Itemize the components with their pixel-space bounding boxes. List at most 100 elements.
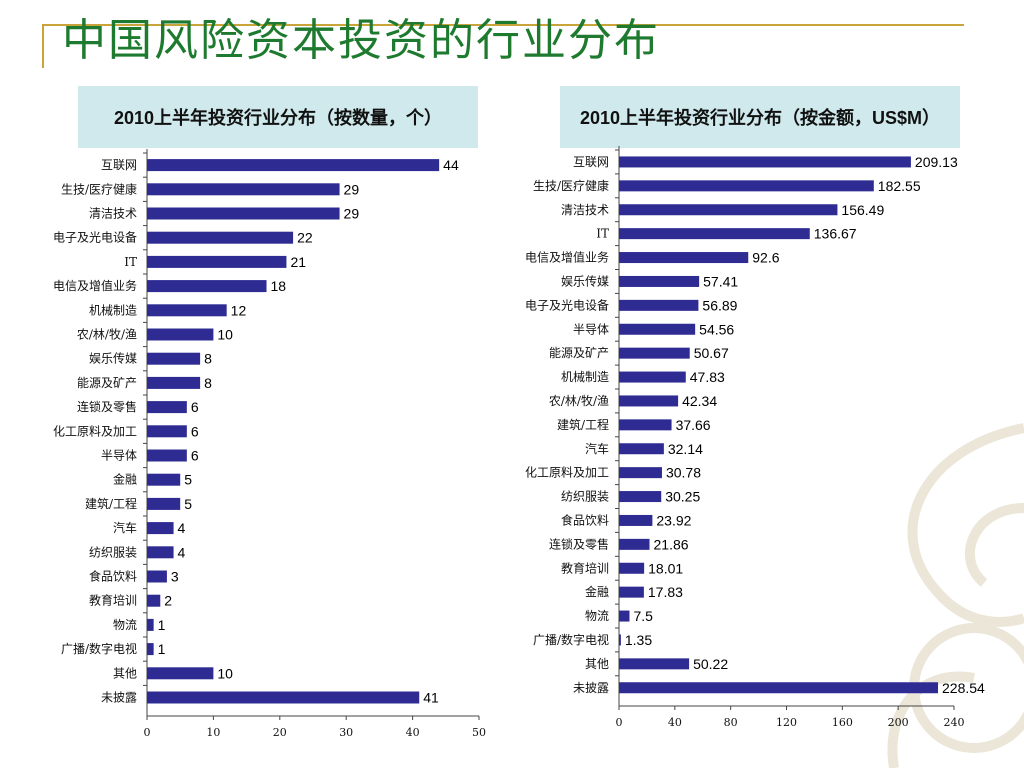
bar [619, 491, 662, 503]
bar [147, 401, 187, 414]
category-label: 教育培训 [89, 593, 137, 608]
category-label: 机械制造 [561, 369, 609, 384]
data-label: 57.41 [703, 273, 738, 289]
category-label: 互联网 [573, 155, 609, 169]
bar [619, 658, 690, 670]
bar [619, 443, 664, 455]
x-tick-label: 50 [472, 726, 486, 739]
data-label: 30.25 [665, 489, 700, 505]
category-label: 纺织服装 [561, 490, 609, 504]
category-label: IT [124, 255, 137, 269]
x-tick-label: 120 [776, 716, 797, 729]
category-label: 农/林/牧/渔 [549, 394, 609, 408]
category-label: 其他 [113, 666, 137, 680]
category-label: 生技/医疗健康 [533, 178, 609, 193]
bar [147, 522, 174, 535]
bar [619, 371, 686, 383]
bar [619, 323, 696, 335]
data-label: 32.14 [668, 441, 703, 457]
data-label: 12 [231, 302, 247, 318]
data-label: 7.5 [633, 608, 653, 624]
data-label: 54.56 [699, 321, 734, 337]
bar [619, 514, 653, 526]
bar [147, 497, 181, 510]
category-label: 生技/医疗健康 [61, 181, 137, 196]
category-label: 物流 [585, 609, 609, 623]
data-label: 17.83 [648, 584, 683, 600]
x-tick-label: 160 [832, 716, 853, 729]
category-label: 连锁及零售 [549, 536, 609, 551]
data-label: 56.89 [702, 297, 737, 313]
category-label: 食品饮料 [89, 569, 137, 584]
category-label: 教育培训 [561, 560, 609, 575]
category-label: 半导体 [573, 322, 609, 336]
category-label: 机械制造 [89, 302, 137, 317]
category-label: 清洁技术 [561, 203, 609, 217]
bar [619, 586, 644, 598]
bar [619, 538, 650, 550]
bar [619, 299, 699, 311]
bar [619, 347, 690, 359]
bar [147, 449, 187, 462]
data-label: 30.78 [666, 465, 701, 481]
category-label: 建筑/工程 [557, 417, 609, 432]
data-label: 228.54 [942, 680, 985, 696]
category-label: 能源及矿产 [549, 346, 609, 360]
category-label: 半导体 [101, 449, 137, 463]
category-label: 电信及增值业务 [53, 278, 137, 293]
bar [147, 328, 214, 341]
data-label: 44 [443, 157, 459, 173]
bar [619, 275, 700, 287]
category-label: 食品饮料 [561, 512, 609, 527]
data-label: 2 [164, 593, 172, 609]
category-label: 金融 [113, 472, 137, 487]
bar [619, 252, 749, 264]
bar [147, 570, 167, 583]
data-label: 42.34 [682, 393, 717, 409]
data-label: 47.83 [690, 369, 725, 385]
data-label: 18.01 [648, 560, 683, 576]
data-label: 1 [158, 617, 166, 633]
bar [147, 304, 227, 317]
category-label: 化工原料及加工 [53, 424, 137, 438]
bar [147, 183, 340, 196]
data-label: 8 [204, 351, 212, 367]
category-label: 化工原料及加工 [525, 466, 609, 480]
category-label: 汽车 [113, 520, 137, 535]
slide-title: 中国风险资本投资的行业分布 [62, 15, 660, 66]
category-label: 广播/数字电视 [533, 632, 609, 647]
bar [147, 473, 181, 486]
category-label: 未披露 [101, 691, 137, 705]
category-label: 其他 [585, 657, 609, 671]
category-label: 纺织服装 [89, 545, 137, 559]
category-label: 未披露 [573, 681, 609, 695]
bar [619, 228, 810, 240]
x-tick-label: 200 [888, 716, 909, 729]
bar [619, 180, 874, 192]
x-tick-label: 80 [724, 716, 738, 729]
category-label: 电信及增值业务 [525, 250, 609, 265]
x-tick-label: 40 [406, 726, 420, 739]
bar [147, 376, 201, 389]
category-label: 广播/数字电视 [61, 641, 137, 656]
bar [619, 634, 621, 646]
data-label: 4 [178, 544, 186, 560]
chart-title-count: 2010上半年投资行业分布（按数量，个） [78, 86, 478, 148]
data-label: 50.22 [693, 656, 728, 672]
data-label: 6 [191, 448, 199, 464]
category-label: 娱乐传媒 [89, 351, 137, 366]
data-label: 1 [158, 641, 166, 657]
data-label: 6 [191, 423, 199, 439]
data-label: 5 [184, 496, 192, 512]
decorative-pattern-watermark [774, 388, 1024, 768]
title-rule-tick [42, 24, 44, 68]
bar [619, 682, 939, 694]
category-label: 娱乐传媒 [561, 273, 609, 288]
x-tick-label: 30 [339, 726, 353, 739]
data-label: 18 [271, 278, 287, 294]
bar [147, 618, 154, 631]
bar [619, 610, 630, 622]
x-tick-label: 20 [273, 726, 287, 739]
